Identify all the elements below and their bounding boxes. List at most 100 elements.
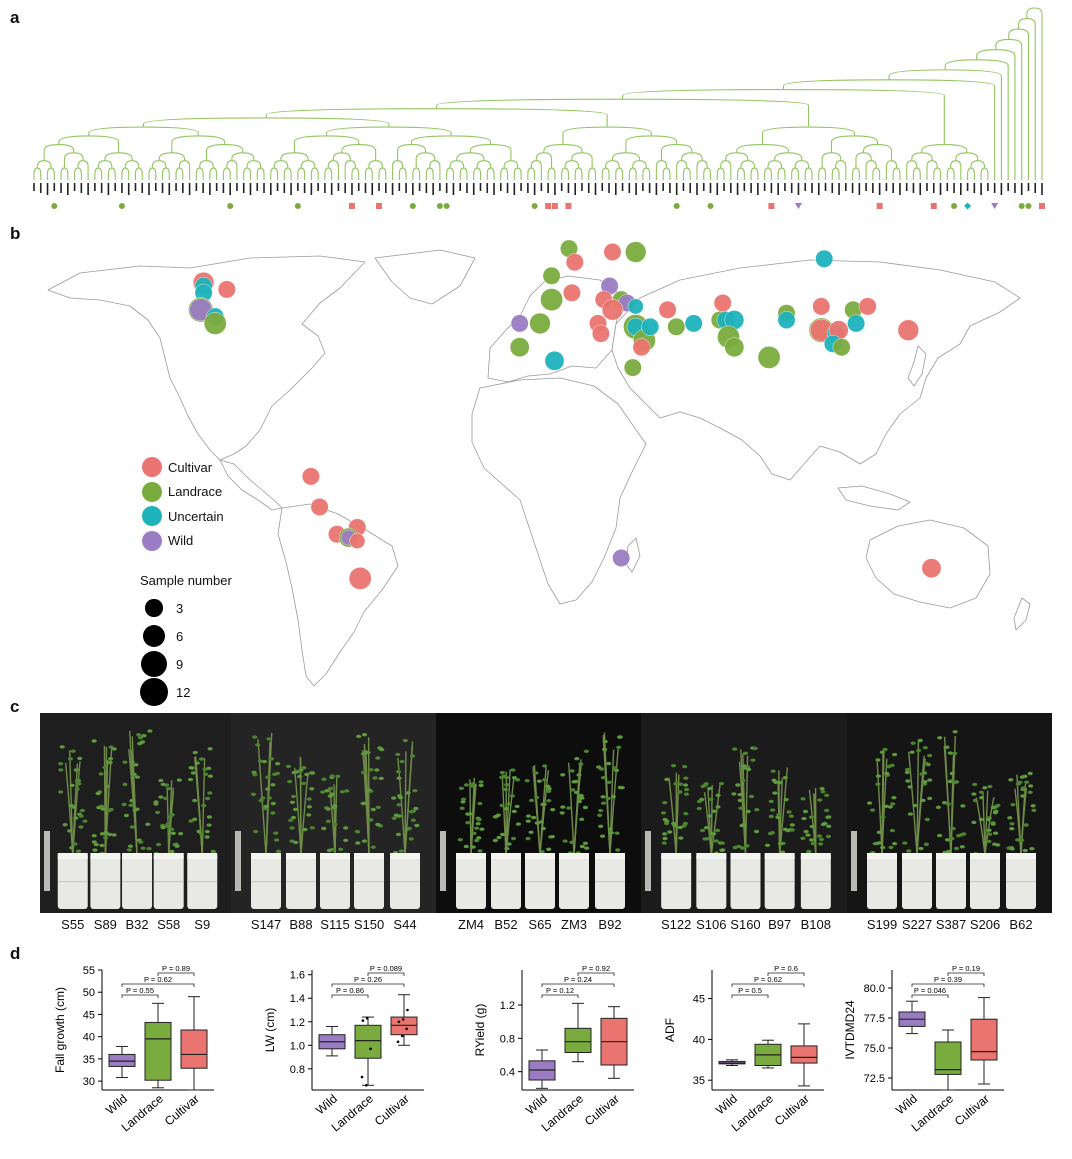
plant [320, 774, 350, 857]
plant [354, 733, 385, 856]
tree-branch [601, 167, 610, 180]
tree-branch [970, 160, 986, 169]
tree-leaf-label [527, 183, 529, 193]
tree-branch [436, 98, 810, 128]
y-tick-label: 0.8 [290, 1064, 305, 1076]
tree-branch [280, 152, 309, 161]
tree-branch [94, 167, 103, 180]
size-entry-3: 3 [140, 594, 232, 622]
tree-branch [911, 152, 933, 161]
ruler [645, 831, 651, 891]
tree-branch [324, 167, 333, 180]
tree-marker-cultivar [545, 203, 552, 209]
outlier-point [365, 1083, 368, 1087]
land-southeast-asia-islands [837, 485, 911, 511]
box-landrace [564, 1027, 592, 1054]
y-tick-label: 35 [83, 1054, 95, 1066]
tree-branch [625, 135, 678, 153]
ruler [235, 831, 241, 891]
boxplot-lw: 0.81.01.21.41.6LW (cm)WildLandraceCultiv… [263, 964, 424, 1134]
plant [492, 768, 521, 857]
tree-branch [682, 167, 691, 180]
tree-leaf-label [269, 183, 272, 195]
tree-branch [344, 160, 356, 180]
tree-leaf-label [154, 183, 157, 191]
outlier-point [401, 1034, 404, 1038]
tree-leaf-label [980, 183, 982, 195]
tree-leaf-label [804, 183, 807, 191]
pvalue-label: P = 0.62 [754, 975, 782, 984]
tree-marker-cultivar [551, 203, 558, 209]
tree-branch [297, 167, 306, 180]
map-point-wild [510, 314, 529, 333]
tree-branch [226, 160, 238, 180]
world-map [47, 239, 1031, 687]
photo-panel [231, 713, 436, 913]
tree-leaf-label [669, 183, 671, 193]
pvalue-label: P = 0.046 [914, 986, 946, 995]
tree-branch [764, 167, 772, 180]
tree-branch [535, 152, 553, 169]
map-point-cultivar [897, 319, 919, 341]
tree-leaf-label [845, 183, 847, 191]
tree-branch [611, 152, 641, 161]
outlier-point [361, 1019, 365, 1022]
plant-label: B108 [800, 917, 832, 932]
pvalue-bracket [331, 983, 405, 987]
y-tick-label: 45 [693, 994, 705, 1006]
x-tick-label: Wild [893, 1092, 920, 1118]
y-tick-label: 1.6 [290, 970, 305, 982]
plant-label: S147 [250, 917, 282, 932]
tree-leaf-label [310, 183, 313, 195]
tree-branch [205, 144, 244, 161]
tree-leaf-label [87, 183, 89, 195]
plant [971, 782, 1001, 856]
tree-leaf-label [148, 183, 150, 195]
tree-branch [818, 167, 827, 180]
x-tick-label: Cultivar [772, 1092, 812, 1129]
tree-leaf-label [182, 183, 184, 193]
tree-leaf-label [479, 183, 482, 191]
plant-label: S122 [660, 917, 692, 932]
map-point-cultivar [592, 324, 610, 343]
plant [391, 738, 420, 856]
tree-branch [980, 167, 989, 180]
plant [91, 739, 117, 856]
map-point-uncertain [627, 298, 644, 315]
tree-branch [199, 160, 214, 169]
map-point-cultivar [217, 280, 236, 299]
map-point-cultivar [858, 297, 877, 316]
plant-label: B88 [289, 917, 313, 932]
outlier-point [365, 1016, 369, 1020]
tree-leaf-label [337, 183, 340, 191]
tree-branch [58, 135, 120, 153]
land-central-america [219, 459, 283, 511]
size-label-3: 3 [176, 600, 184, 616]
tree-leaf-label [878, 183, 881, 195]
tree-branch [412, 167, 421, 180]
tree-branch [740, 160, 756, 169]
tree-leaf-label [648, 183, 651, 193]
ruler [851, 831, 857, 891]
plant-photo [645, 746, 832, 909]
tree-leaf-label [60, 183, 62, 193]
tree-branch [1018, 18, 1036, 180]
tree-branch [178, 160, 191, 180]
tree-branch [950, 160, 962, 180]
tree-leaf-label [276, 183, 279, 191]
land-asia [611, 259, 1021, 481]
plant-label: B97 [768, 917, 792, 932]
tree-leaf-label [141, 183, 144, 193]
tree-leaf-label [486, 183, 489, 193]
plant-label: S160 [730, 917, 761, 932]
tree-branch [750, 167, 759, 180]
y-tick-label: 0.4 [500, 1067, 515, 1079]
pvalue-label: P = 0.24 [564, 975, 592, 984]
tree-leaf-label [1020, 183, 1023, 195]
map-point-cultivar [601, 299, 624, 321]
y-tick-label: 72.5 [864, 1073, 885, 1085]
tree-branch [209, 167, 218, 180]
y-tick-label: 45 [83, 1009, 95, 1021]
tree-branch [124, 160, 140, 169]
